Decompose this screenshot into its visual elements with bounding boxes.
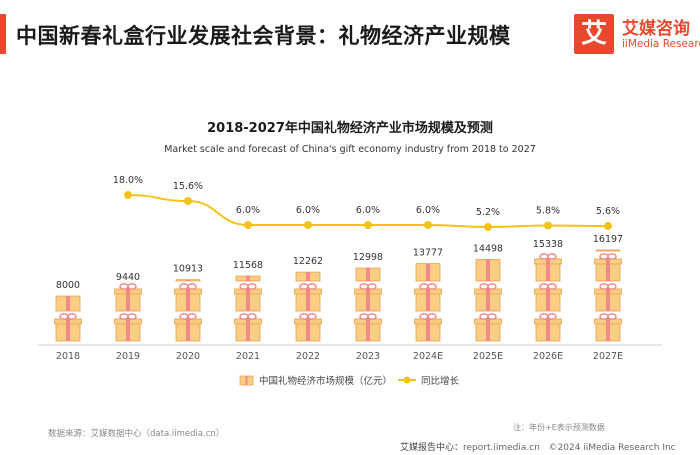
gift-bar-2022: [294, 271, 322, 342]
gift-box-icon: [295, 271, 321, 282]
gift-bar-2026E: [534, 253, 562, 342]
gift-box-icon: [235, 275, 261, 282]
bar-value-label: 14498: [473, 244, 503, 255]
gift-box-icon: [175, 279, 201, 282]
growth-value-label: 6.0%: [236, 205, 260, 216]
gift-box-icon: [294, 313, 322, 342]
footer-source: 数据来源：艾媒数据中心（data.iimedia.cn）: [48, 429, 225, 439]
logo-mark-icon: 艾: [574, 14, 614, 54]
growth-point: [364, 221, 372, 229]
growth-point: [124, 191, 132, 199]
x-tick-label: 2021: [236, 351, 260, 362]
gift-box-icon: [55, 295, 81, 312]
gift-box-icon: [354, 313, 382, 342]
x-tick-label: 2024E: [413, 351, 443, 362]
legend-line-label: 同比增长: [421, 375, 460, 387]
growth-point: [304, 221, 312, 229]
growth-value-label: 5.8%: [536, 206, 560, 217]
gift-bar-2019: [114, 283, 142, 342]
gift-box-icon: [594, 283, 622, 312]
bar-value-label: 8000: [56, 280, 80, 291]
gift-box-icon: [234, 283, 262, 312]
footer-note: 注：年份+E表示预测数据: [513, 423, 605, 432]
gift-box-icon: [475, 259, 501, 282]
gift-bar-2020: [174, 279, 202, 342]
x-tick-label: 2023: [356, 351, 380, 362]
gift-box-icon: [534, 313, 562, 342]
gift-box-icon: [594, 253, 622, 282]
logo-cn-text: 艾媒咨询: [622, 19, 690, 39]
gift-box-icon: [354, 283, 382, 312]
growth-value-label: 18.0%: [113, 175, 143, 186]
bar-value-label: 12998: [353, 252, 383, 263]
growth-point: [184, 197, 192, 205]
legend-bar-label: 中国礼物经济市场规模（亿元）: [259, 375, 392, 387]
gift-box-icon: [474, 313, 502, 342]
bar-value-label: 11568: [233, 260, 263, 271]
x-tick-label: 2018: [56, 351, 80, 362]
bar-value-label: 13777: [413, 248, 443, 259]
logo-en-text: iiMedia Research: [622, 38, 700, 50]
gift-bar-2021: [234, 275, 262, 342]
report-url[interactable]: report.iimedia.cn: [463, 443, 540, 453]
growth-value-label: 5.2%: [476, 207, 500, 218]
bar-value-label: 10913: [173, 264, 203, 275]
x-tick-label: 2026E: [533, 351, 563, 362]
gift-box-icon: [294, 283, 322, 312]
gift-bar-2023: [354, 267, 382, 342]
growth-point: [424, 221, 432, 229]
growth-point: [244, 221, 252, 229]
bar-value-label: 16197: [593, 234, 623, 245]
brand-logo: 艾 艾媒咨询 iiMedia Research: [570, 12, 700, 58]
x-tick-label: 2019: [116, 351, 140, 362]
title-accent-bar: [0, 14, 6, 54]
legend: 中国礼物经济市场规模（亿元） 同比增长: [239, 375, 460, 387]
growth-line: [127, 194, 609, 229]
gift-box-icon: [534, 283, 562, 312]
legend-line-marker: [403, 376, 411, 384]
growth-value-label: 6.0%: [296, 205, 320, 216]
gift-box-icon: [54, 313, 82, 342]
gift-box-icon: [414, 313, 442, 342]
bar-value-label: 9440: [116, 272, 140, 283]
gift-box-icon: [234, 313, 262, 342]
growth-point: [604, 222, 612, 230]
gift-box-icon: [174, 313, 202, 342]
page-title: 中国新春礼盒行业发展社会背景：礼物经济产业规模: [16, 24, 511, 48]
gift-box-icon: [355, 267, 381, 282]
gift-box-icon: [414, 283, 442, 312]
x-tick-label: 2027E: [593, 351, 623, 362]
growth-value-label: 5.6%: [596, 206, 620, 217]
x-tick-label: 2022: [296, 351, 320, 362]
chart-subtitle: Market scale and forecast of China's gif…: [164, 144, 536, 155]
x-tick-label: 2025E: [473, 351, 503, 362]
gift-box-icon: [595, 249, 621, 252]
gift-box-icon: [534, 253, 562, 282]
report-label: 艾媒报告中心：: [400, 443, 464, 453]
chart-title: 2018-2027年中国礼物经济产业市场规模及预测: [207, 120, 493, 136]
growth-point: [484, 223, 492, 231]
copyright: ©2024 iiMedia Research Inc: [548, 443, 676, 453]
gift-box-icon: [114, 283, 142, 312]
gift-bar-2018: [54, 295, 82, 342]
legend-gift-icon: [239, 375, 254, 386]
growth-value-label: 15.6%: [173, 181, 203, 192]
gift-box-icon: [474, 283, 502, 312]
gift-box-icon: [174, 283, 202, 312]
gift-bar-2027E: [594, 249, 622, 342]
footer-report: 艾媒报告中心：report.iimedia.cn ©2024 iiMedia R…: [400, 440, 676, 453]
gift-box-icon: [415, 263, 441, 282]
gift-bar-2025E: [474, 259, 502, 342]
gift-box-icon: [594, 313, 622, 342]
growth-value-label: 6.0%: [356, 205, 380, 216]
bar-value-label: 12262: [293, 256, 323, 267]
gift-bar-2024E: [414, 263, 442, 342]
growth-value-label: 6.0%: [416, 205, 440, 216]
gift-box-icon: [114, 313, 142, 342]
bar-value-label: 15338: [533, 239, 563, 250]
growth-point: [544, 221, 552, 230]
x-tick-label: 2020: [176, 351, 200, 362]
